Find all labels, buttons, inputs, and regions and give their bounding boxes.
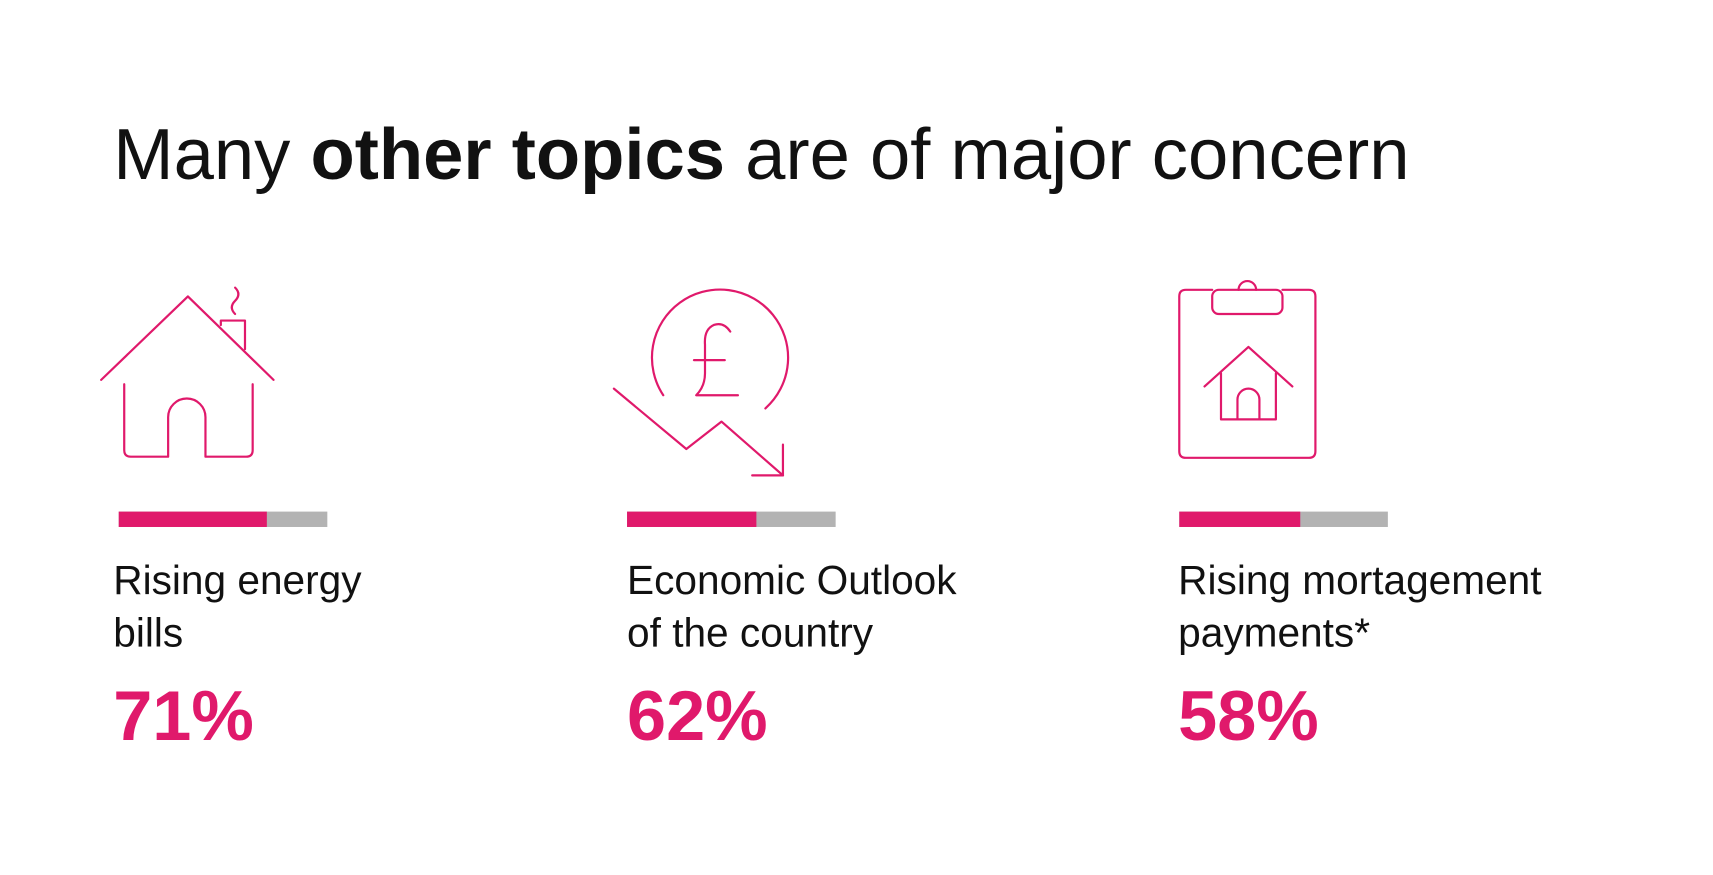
item-value: 62% (627, 676, 768, 755)
bar-fill (1179, 511, 1301, 527)
item-label: bills (113, 610, 183, 656)
item-label: payments* (1178, 610, 1370, 656)
item-label: Economic Outlook (627, 557, 957, 603)
mortgage-icon (1178, 279, 1317, 459)
bar-fill (627, 511, 757, 527)
house-icon (100, 286, 275, 458)
item-value: 58% (1178, 676, 1319, 755)
economy-icon (612, 288, 790, 477)
title-emphasis: other topics (311, 114, 726, 195)
title: Many other topics are of major concern (113, 114, 1409, 195)
item-label: Rising energy (113, 557, 362, 603)
title-start: Many (113, 114, 310, 195)
item-label: of the country (627, 610, 874, 656)
title-end: are of major concern (725, 114, 1409, 195)
item-label: Rising mortagement (1178, 557, 1541, 603)
item-value: 71% (113, 676, 254, 755)
bar-fill (118, 511, 267, 527)
